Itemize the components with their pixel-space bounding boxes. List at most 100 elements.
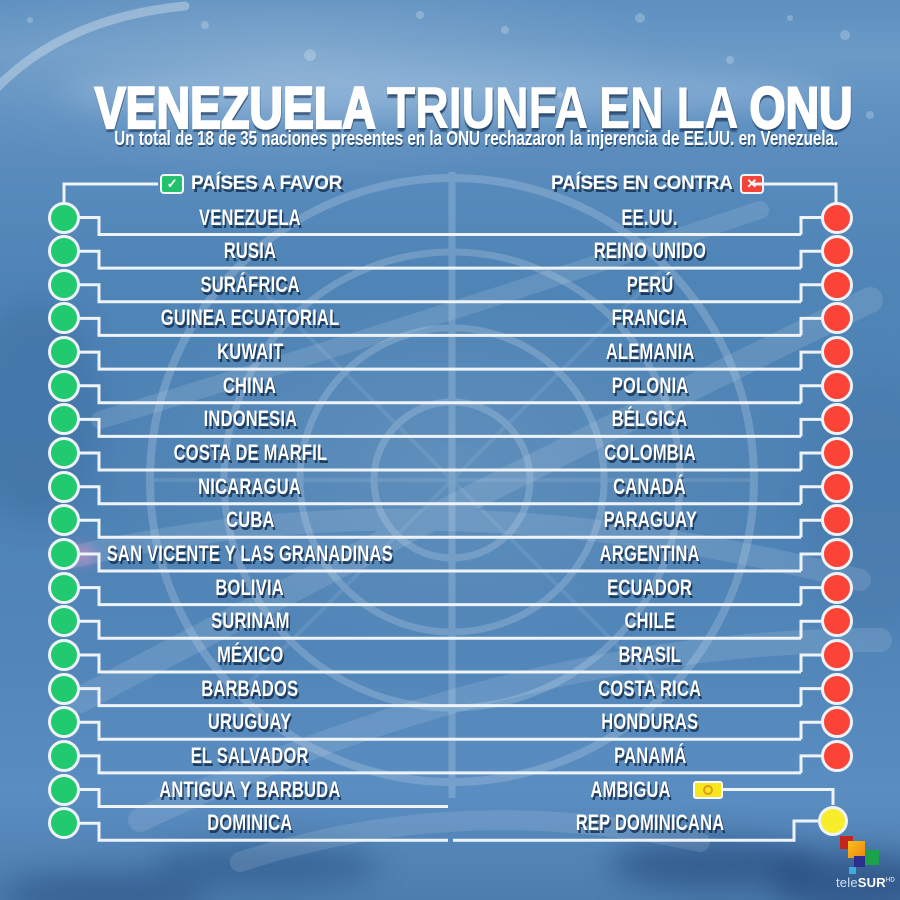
contra-country-text: PANAMÁ — [613, 742, 687, 768]
favor-country-label: SURÁFRICA — [64, 271, 436, 299]
favor-dot — [48, 605, 80, 638]
title-word-venezuela: VENEZUELA — [94, 75, 375, 141]
favor-dot — [48, 235, 80, 268]
column-header-contra-label: PAÍSES EN CONTRA — [551, 173, 733, 194]
favor-dot — [48, 369, 80, 402]
contra-country-text: HONDURAS — [601, 709, 699, 735]
favor-country-text: SURÁFRICA — [200, 271, 300, 297]
favor-country-text: RUSIA — [223, 238, 277, 264]
favor-country-label: URUGUAY — [64, 708, 436, 736]
contra-country-label: FRANCIA — [464, 304, 836, 332]
favor-dot — [48, 336, 80, 369]
favor-dot — [48, 437, 80, 469]
contra-dot — [821, 470, 853, 503]
contra-country-label: BÉLGICA — [464, 405, 836, 433]
contra-dot — [821, 739, 853, 772]
contra-country-text: AMBIGUA — [590, 776, 672, 802]
column-header-favor: ✓ PAÍSES A FAVOR — [160, 171, 342, 197]
contra-country-label: EE.UU. — [464, 204, 836, 232]
contra-country-label: PANAMÁ — [464, 742, 836, 770]
contra-dot — [821, 538, 853, 570]
favor-country-label: BARBADOS — [64, 675, 436, 703]
logo-square-blue — [849, 867, 856, 874]
subtitle: Un total de 18 de 35 naciones presentes … — [114, 128, 839, 150]
contra-dot — [821, 504, 853, 537]
contra-country-label: ALEMANIA — [464, 338, 836, 366]
favor-dot — [48, 201, 80, 234]
contra-country-text: ARGENTINA — [599, 541, 701, 566]
favor-dot — [48, 538, 80, 570]
favor-country-text: CUBA — [225, 507, 275, 533]
telesur-wordmark: teleSURHD — [836, 875, 895, 890]
favor-country-label: INDONESIA — [64, 405, 436, 433]
contra-country-label: BRASIL — [464, 641, 836, 669]
contra-country-label: CANADÁ — [464, 473, 836, 501]
contra-dot — [821, 268, 853, 301]
contra-country-text: FRANCIA — [612, 305, 688, 331]
logo-square-navy — [854, 856, 865, 867]
favor-dot — [48, 268, 80, 301]
contra-country-text: COSTA RICA — [598, 675, 702, 701]
contra-dot — [821, 571, 853, 604]
bg-dark-4 — [0, 872, 210, 900]
contra-country-label: ECUADOR — [464, 574, 836, 602]
bg-dark-1 — [150, 843, 380, 889]
favor-dot — [48, 639, 80, 671]
contra-dot — [821, 336, 853, 369]
favor-country-label: COSTA DE MARFIL — [64, 439, 436, 467]
contra-country-label: HONDURAS — [464, 708, 836, 736]
contra-country-text: REINO UNIDO — [593, 238, 707, 264]
contra-dot — [821, 437, 853, 469]
favor-dot — [48, 672, 80, 705]
favor-country-label: KUWAIT — [64, 338, 436, 366]
title-word-onu: ONU — [749, 75, 854, 141]
contra-country-label: ARGENTINA — [464, 540, 836, 568]
favor-country-label: VENEZUELA — [64, 204, 436, 232]
ambiguous-dot — [818, 806, 848, 836]
contra-dot — [821, 403, 853, 436]
contra-dot — [821, 605, 853, 638]
contra-country-label: AMBIGUA — [464, 776, 836, 804]
title-word-triunfa-en-la: TRIUNFA EN LA — [386, 75, 737, 141]
favor-country-label: CHINA — [64, 372, 436, 400]
contra-dot — [821, 369, 853, 402]
favor-dot — [48, 403, 80, 436]
contra-country-text: BRASIL — [618, 642, 682, 667]
favor-country-text: BARBADOS — [201, 675, 299, 701]
contra-country-text: EE.UU. — [621, 204, 679, 230]
contra-dot — [821, 706, 853, 739]
contra-country-text: PERÚ — [626, 271, 674, 297]
contra-country-text: REP DOMINICANA — [575, 810, 725, 836]
favor-country-text: KUWAIT — [216, 339, 284, 365]
contra-country-text: BÉLGICA — [612, 406, 688, 432]
favor-country-text: MÉXICO — [216, 642, 284, 667]
contra-dot — [821, 235, 853, 268]
contra-country-label: CHILE — [464, 607, 836, 635]
favor-country-label: SAN VICENTE Y LAS GRANADINAS — [64, 540, 436, 568]
favor-country-label: SURINAM — [64, 607, 436, 635]
favor-country-label: GUINEA ECUATORIAL — [64, 304, 436, 332]
favor-country-label: DOMINICA — [64, 809, 436, 837]
favor-dot — [48, 470, 80, 503]
favor-country-text: URUGUAY — [208, 709, 292, 735]
favor-dot — [48, 302, 80, 335]
favor-dot — [48, 504, 80, 537]
favor-country-text: DOMINICA — [207, 810, 293, 836]
telesur-logo: teleSURHD — [834, 833, 898, 895]
logo-square-green — [863, 850, 879, 865]
page-title: VENEZUELA TRIUNFA EN LA ONU — [0, 75, 900, 141]
contra-country-text: CANADÁ — [613, 473, 687, 499]
contra-country-label: REINO UNIDO — [464, 237, 836, 265]
contra-country-text: ECUADOR — [607, 574, 693, 600]
favor-country-label: NICARAGUA — [64, 473, 436, 501]
contra-country-label: PARAGUAY — [464, 506, 836, 534]
favor-dot — [48, 739, 80, 772]
favor-country-text: BOLIVIA — [215, 574, 285, 600]
contra-country-text: PARAGUAY — [603, 507, 697, 533]
check-icon: ✓ — [160, 174, 184, 194]
favor-country-text: SAN VICENTE Y LAS GRANADINAS — [106, 541, 394, 566]
bg-dark-2 — [610, 838, 820, 890]
favor-dot — [48, 807, 80, 840]
favor-country-text: SURINAM — [210, 608, 290, 634]
